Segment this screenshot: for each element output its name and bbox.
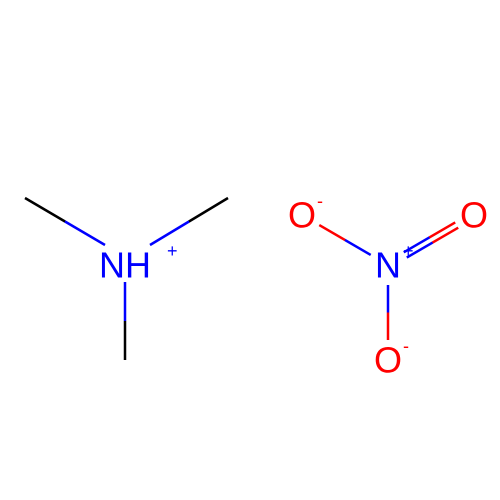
amine-nitrogen-label: NH bbox=[99, 245, 151, 286]
molecule-diagram: NH+N+O-O-O bbox=[0, 0, 500, 500]
nitrate-oxygen-0: O bbox=[288, 195, 316, 236]
nitrate-oxygen-1-charge: - bbox=[403, 336, 409, 356]
amine-charge: + bbox=[167, 241, 178, 261]
nitrate-oxygen-2: O bbox=[460, 195, 488, 236]
nitrate-oxygen-0-charge: - bbox=[317, 191, 323, 211]
nitrate-nitrogen-label: N bbox=[375, 245, 401, 286]
nitrate-oxygen-1: O bbox=[374, 340, 402, 381]
